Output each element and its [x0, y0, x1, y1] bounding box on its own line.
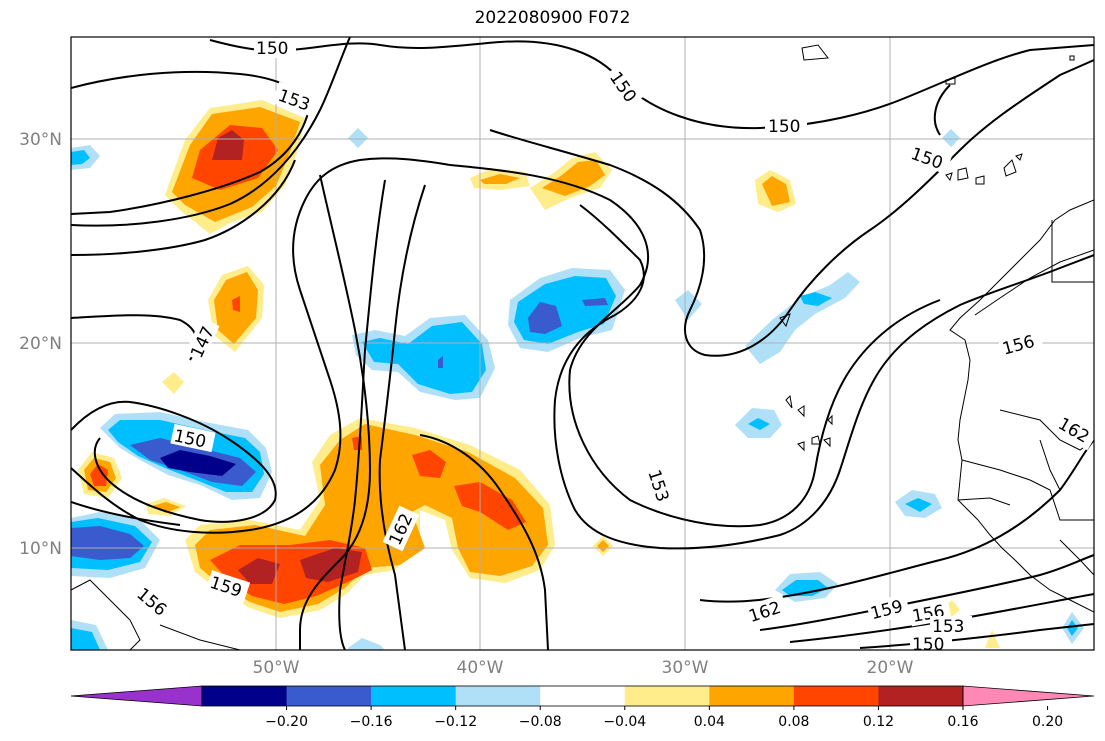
colorbar-outline	[201, 685, 964, 707]
colorbar-tick-label: 0.08	[778, 714, 809, 730]
colorbar: −0.20 −0.16 −0.12 −0.08 −0.04 0.04 0.08 0.12 0.1…	[70, 685, 1095, 730]
colorbar-tick-label: 0.20	[1032, 714, 1063, 730]
x-tick-label: 30°W	[662, 658, 709, 678]
colorbar-tick-label: 0.12	[863, 714, 894, 730]
colorbar-cell	[202, 686, 288, 706]
colorbar-extension-low	[70, 685, 203, 707]
colorbar-tick-label: −0.16	[350, 714, 393, 730]
colorbar-tick-label: −0.20	[265, 714, 308, 730]
map-border	[70, 36, 1095, 651]
colorbar-cell	[455, 686, 541, 706]
shaded-regions	[71, 100, 1084, 650]
contour-label: 150	[768, 117, 800, 137]
y-tick-label: 30°N	[19, 130, 62, 150]
colorbar-cell	[709, 686, 795, 706]
x-tick-label: 50°W	[253, 658, 300, 678]
colorbar-extension-high	[962, 685, 1095, 707]
colorbar-tick-label: −0.08	[519, 714, 562, 730]
contour-label: 153	[932, 617, 964, 637]
colorbar-tick-label: −0.12	[434, 714, 477, 730]
contour-labels: 150 153 150 150 150 147 150 153 156 162 …	[130, 38, 1099, 655]
colorbar-cell	[540, 686, 626, 706]
chart-title: 2022080900 F072	[474, 8, 631, 28]
y-tick-label: 10°N	[19, 539, 62, 559]
colorbar-tick-label: 0.16	[947, 714, 978, 730]
contour-label: 150	[912, 635, 944, 655]
colorbar-cell	[371, 686, 457, 706]
x-tick-label: 40°W	[457, 658, 504, 678]
colorbar-tick-label: −0.04	[603, 714, 646, 730]
colorbar-cell	[793, 686, 879, 706]
gridlines	[71, 37, 1094, 650]
coastlines	[71, 44, 1094, 650]
colorbar-cell	[624, 686, 710, 706]
x-tick-label: 20°W	[867, 658, 914, 678]
y-tick-label: 20°N	[19, 334, 62, 354]
colorbar-tick-label: 0.04	[694, 714, 725, 730]
colorbar-cell	[878, 686, 964, 706]
contour-label: 150	[256, 39, 288, 59]
colorbar-cell	[286, 686, 372, 706]
axis-labels: 50°W 40°W 30°W 20°W 30°N 20°N 10°N	[19, 130, 914, 678]
